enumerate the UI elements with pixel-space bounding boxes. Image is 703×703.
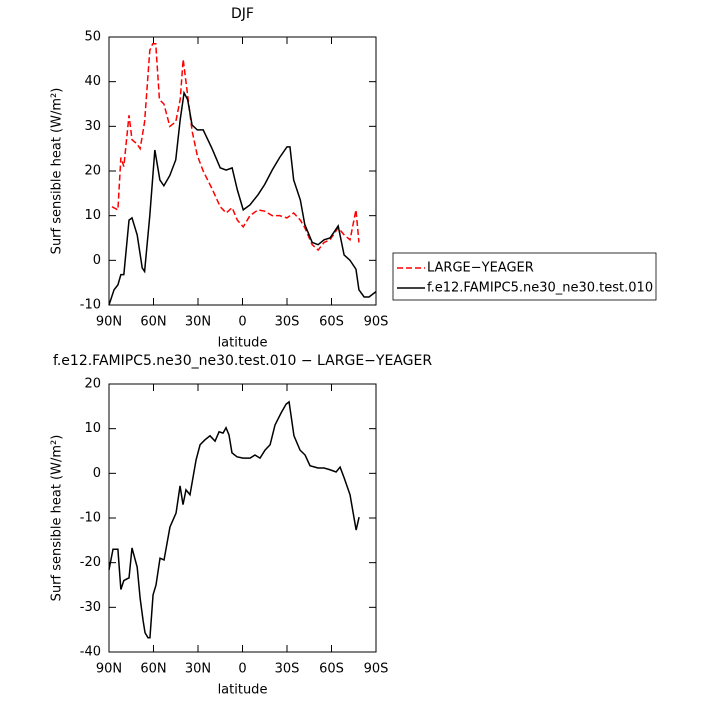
data-line — [108, 90, 377, 306]
x-tick-label: 90S — [364, 662, 389, 677]
x-tick-label: 30N — [185, 662, 211, 677]
x-tick-label: 90S — [364, 315, 389, 330]
legend-box — [392, 252, 657, 301]
y-tick-label: 10 — [84, 421, 101, 436]
y-tick-label: -40 — [80, 645, 101, 660]
y-tick-label: 40 — [84, 74, 101, 89]
plot-frame — [108, 383, 377, 653]
legend-label: f.e12.FAMIPC5.ne30_ne30.test.010 — [427, 281, 653, 296]
x-tick-label: 60N — [140, 315, 166, 330]
plot-frame — [108, 36, 377, 306]
x-tick-label: 90N — [96, 315, 122, 330]
y-tick-label: -10 — [80, 511, 101, 526]
chart-title: f.e12.FAMIPC5.ne30_ne30.test.010 − LARGE… — [53, 353, 432, 369]
x-tick-label: 90N — [96, 662, 122, 677]
x-axis-label: latitude — [218, 683, 268, 698]
y-tick-label: 50 — [84, 30, 101, 45]
y-tick-label: 0 — [93, 466, 101, 481]
y-tick-label: 20 — [84, 377, 101, 392]
x-tick-label: 30S — [275, 315, 300, 330]
y-tick-label: 10 — [84, 208, 101, 223]
x-tick-label: 30N — [185, 315, 211, 330]
y-tick-label: -20 — [80, 555, 101, 570]
y-tick-label: -30 — [80, 600, 101, 615]
x-axis-label: latitude — [218, 336, 268, 351]
y-axis-label: Surf sensible heat (W/m²) — [50, 88, 65, 255]
y-tick-label: 20 — [84, 164, 101, 179]
x-tick-label: 0 — [238, 315, 246, 330]
x-tick-label: 60S — [319, 662, 344, 677]
x-tick-label: 60S — [319, 315, 344, 330]
y-tick-label: 30 — [84, 119, 101, 134]
x-tick-label: 0 — [238, 662, 246, 677]
y-tick-label: -10 — [80, 298, 101, 313]
legend-label: LARGE−YEAGER — [427, 261, 534, 276]
x-tick-label: 60N — [140, 662, 166, 677]
data-line — [108, 400, 360, 639]
y-tick-label: 0 — [93, 253, 101, 268]
y-axis-label: Surf sensible heat (W/m²) — [50, 435, 65, 602]
x-tick-label: 30S — [275, 662, 300, 677]
chart-title: DJF — [231, 6, 254, 22]
